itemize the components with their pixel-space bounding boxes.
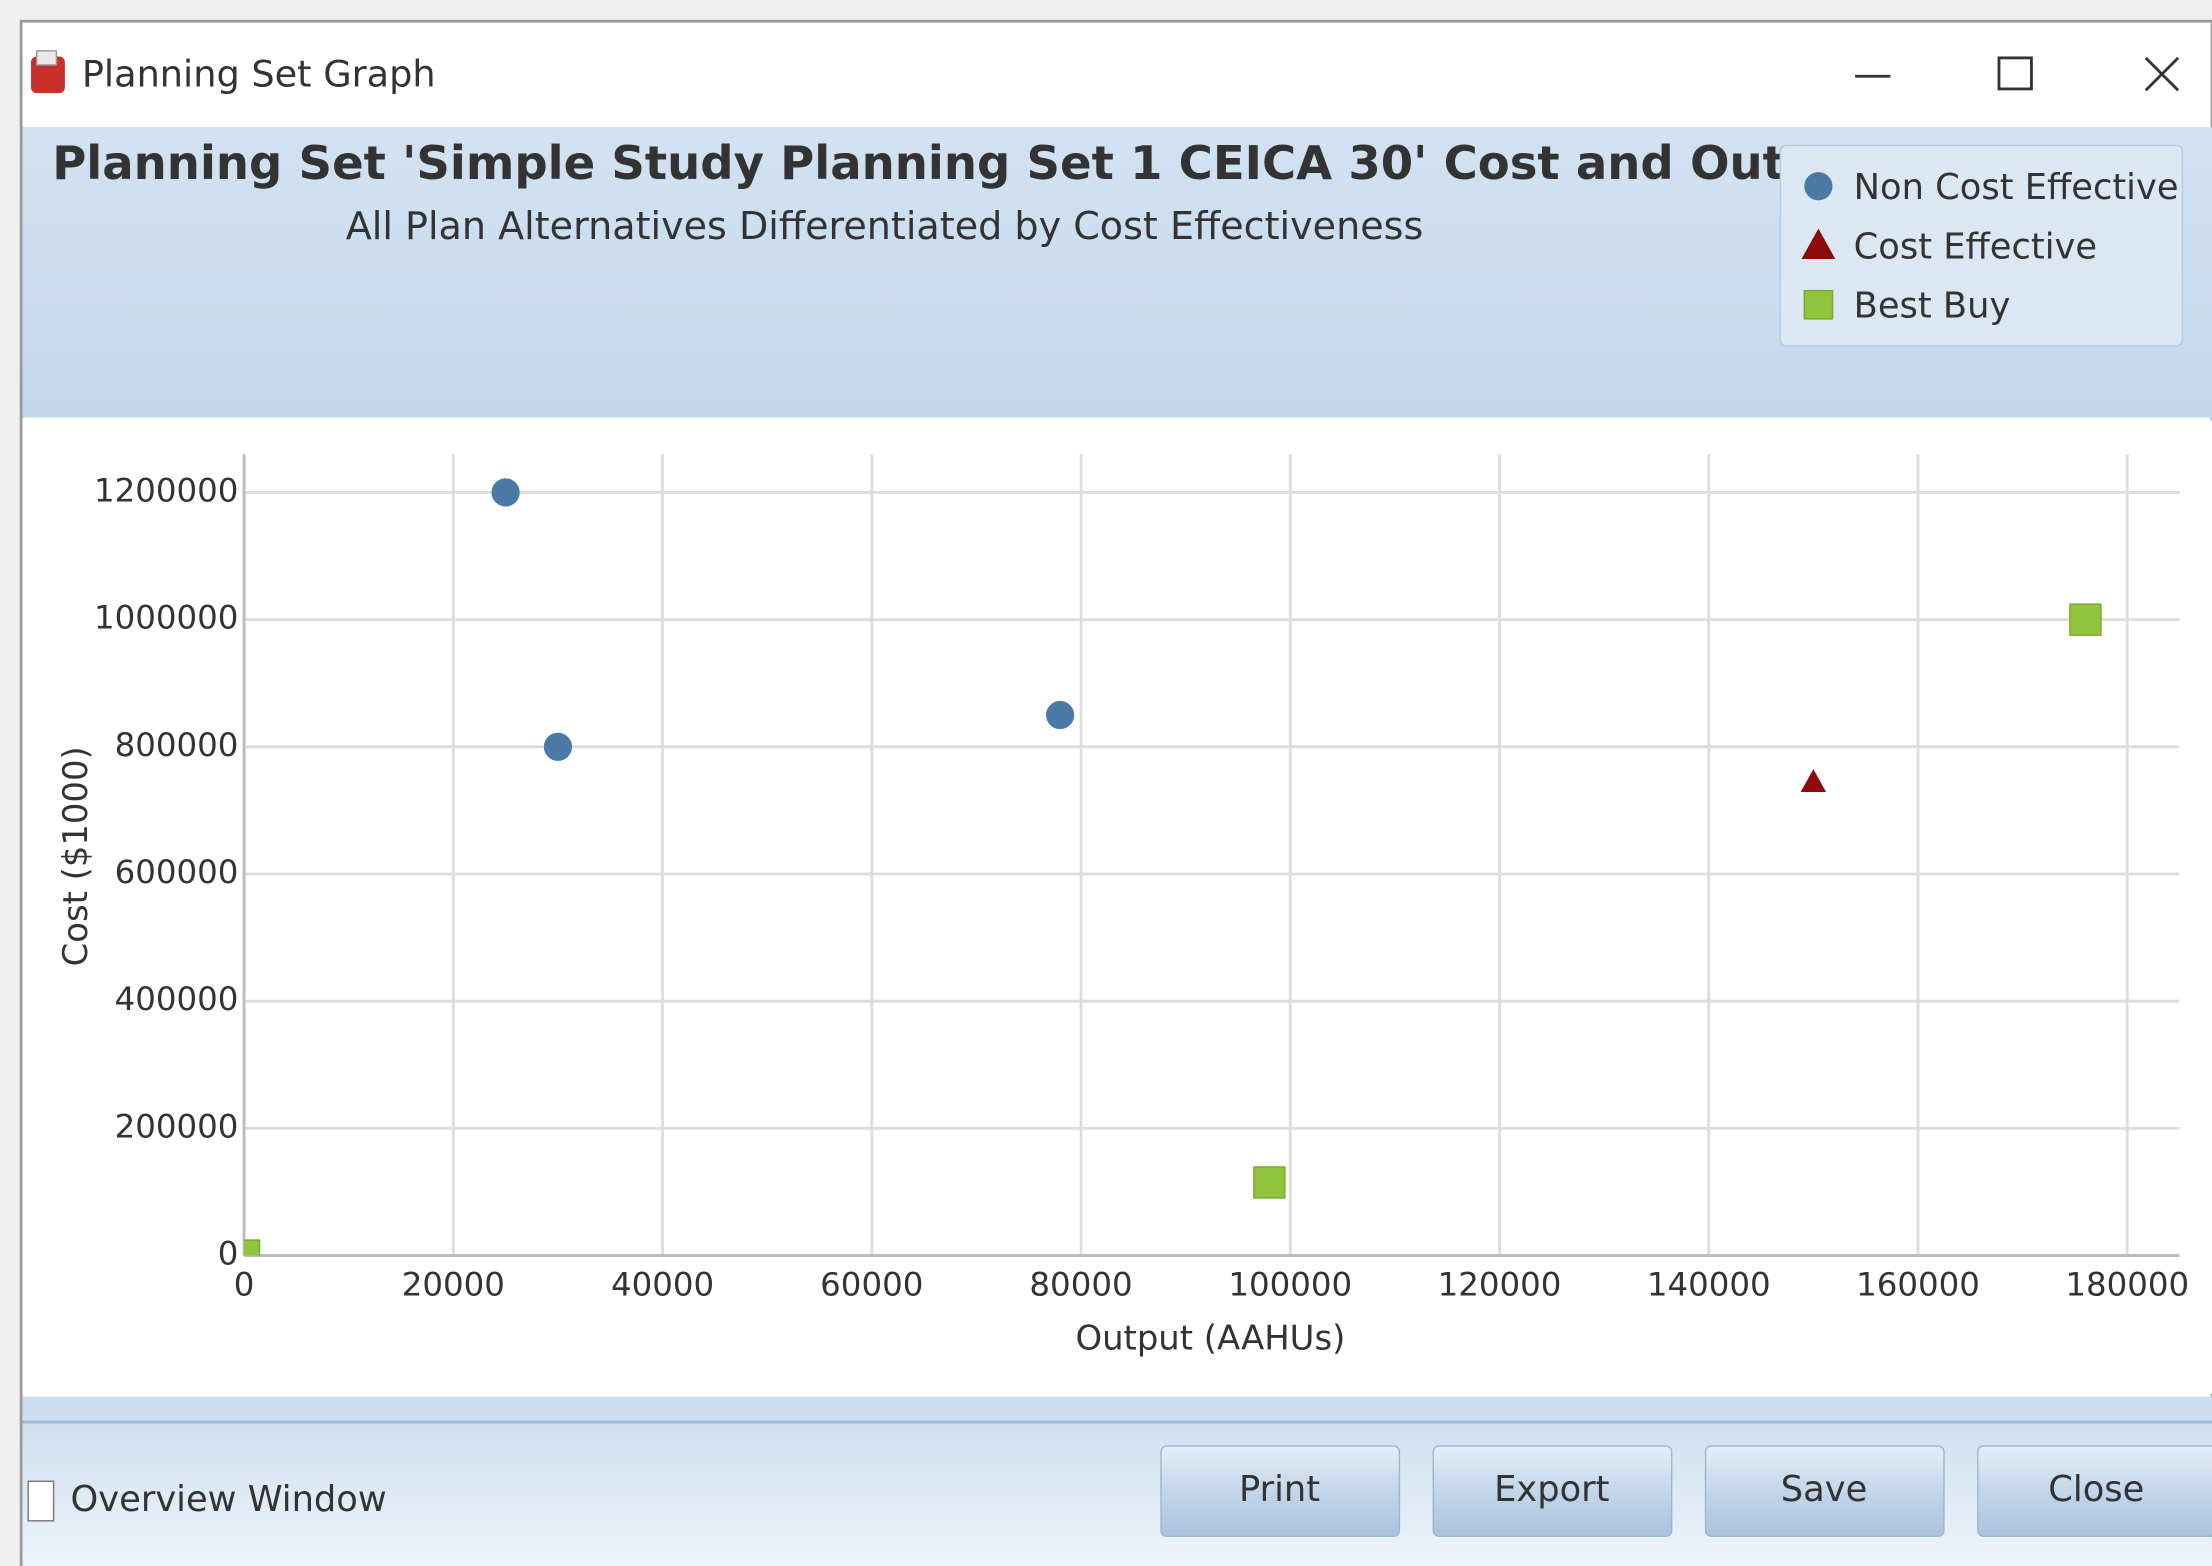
x-tick-label: 40000 — [611, 1266, 714, 1304]
point — [491, 478, 520, 507]
x-tick-label: 100000 — [1228, 1266, 1352, 1304]
x-axis-label: Output (AAHUs) — [1075, 1319, 1345, 1358]
button-label: Export — [1494, 1469, 1609, 1510]
y-tick-label: 400000 — [115, 980, 239, 1018]
x-tick-label: 20000 — [402, 1266, 505, 1304]
button[interactable] — [1432, 1445, 1673, 1538]
point — [1800, 769, 1827, 792]
point — [1253, 1166, 1286, 1199]
app-icon — [31, 50, 65, 94]
y-tick-label: 1000000 — [94, 599, 238, 637]
checkbox-label: Overview Window — [71, 1479, 387, 1520]
window-title: Planning Set Graph — [82, 53, 436, 96]
point — [1045, 700, 1075, 730]
legend-marker — [1801, 228, 1836, 260]
x-tick-label: 180000 — [2065, 1266, 2189, 1304]
y-tick-label: 200000 — [115, 1107, 239, 1145]
legend-label: Cost Effective — [1854, 226, 2097, 267]
y-tick-label: 0 — [218, 1235, 239, 1273]
y-tick-label: 600000 — [115, 853, 239, 891]
button-label: Save — [1781, 1469, 1868, 1510]
x-tick-label: 140000 — [1647, 1266, 1771, 1304]
plot-panel — [22, 420, 2212, 1394]
point — [543, 732, 573, 761]
legend-label: Best Buy — [1854, 286, 2011, 327]
overview-checkbox[interactable] — [27, 1480, 55, 1522]
legend — [1779, 144, 2184, 347]
button[interactable] — [1977, 1445, 2212, 1538]
button-label: Close — [2048, 1469, 2144, 1510]
point — [244, 1239, 261, 1256]
plot: 0 200000 400000 600000 800000 1000000 1200000 0… — [94, 454, 2189, 1304]
point — [2069, 603, 2102, 636]
y-tick-label: 1200000 — [94, 471, 238, 509]
x-tick-label: 80000 — [1029, 1266, 1132, 1304]
button-label: Print — [1239, 1469, 1320, 1510]
legend-label: Non Cost Effective — [1854, 167, 2179, 208]
y-axis-label: Cost ($1000) — [56, 746, 95, 966]
close-window-button[interactable] — [2144, 56, 2180, 92]
chart-subtitle: All Plan Alternatives Differentiated by … — [346, 204, 1424, 248]
legend-marker — [1804, 172, 1833, 201]
x-tick-label: 160000 — [1856, 1266, 1980, 1304]
x-tick-label: 120000 — [1438, 1266, 1562, 1304]
chart-title: Planning Set 'Simple Study Planning Set … — [52, 136, 1873, 190]
button[interactable] — [1160, 1445, 1401, 1538]
legend-marker — [1803, 289, 1834, 320]
x-tick-label: 60000 — [820, 1266, 923, 1304]
points — [244, 478, 2102, 1256]
y-tick-label: 800000 — [115, 726, 239, 764]
button[interactable] — [1704, 1445, 1945, 1538]
x-tick-label: 0 — [234, 1266, 255, 1304]
button-group: Print Export Save Close — [1160, 1445, 2212, 1538]
maximize-button[interactable] — [1997, 56, 2033, 91]
